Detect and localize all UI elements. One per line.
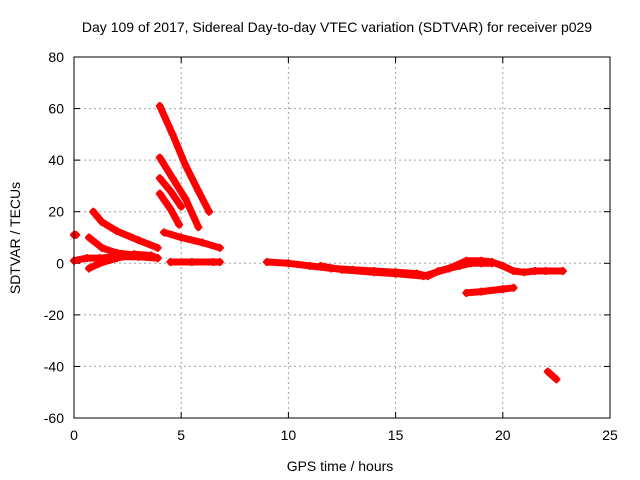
x-tick-label: 15 <box>388 427 404 443</box>
data-point-marker <box>181 161 190 170</box>
series-track-9 <box>155 189 184 229</box>
y-tick-label: -60 <box>44 410 64 426</box>
data-point-marker <box>477 287 486 296</box>
data-marks <box>70 101 567 384</box>
series-track-7 <box>155 153 203 232</box>
data-point-marker <box>177 233 186 242</box>
series-track-line <box>160 228 224 252</box>
data-point-marker <box>166 187 175 196</box>
data-point-marker <box>89 207 98 216</box>
data-point-marker <box>284 259 293 268</box>
data-point-marker <box>155 101 164 110</box>
y-axis-ticks: -60 -40 -20 0 20 40 60 80 <box>44 49 610 426</box>
data-point-marker <box>166 257 175 266</box>
y-tick-label: 40 <box>48 152 64 168</box>
data-point-marker <box>370 268 379 277</box>
x-tick-label: 25 <box>602 427 618 443</box>
plot-frame <box>73 56 611 419</box>
data-point-marker <box>530 267 539 276</box>
data-point-marker <box>194 187 203 196</box>
data-point-marker <box>498 285 507 294</box>
series-track-6 <box>155 101 214 216</box>
series-track-14 <box>462 283 518 297</box>
data-point-marker <box>215 243 224 252</box>
series-track-5 <box>85 233 162 263</box>
y-tick-label: 0 <box>56 255 64 271</box>
data-point-marker <box>112 227 121 236</box>
data-point-marker <box>187 257 196 266</box>
data-point-marker <box>477 256 486 265</box>
data-point-marker <box>134 251 143 260</box>
data-point-marker <box>194 223 203 232</box>
data-point-marker <box>153 243 162 252</box>
data-point-marker <box>155 153 164 162</box>
data-point-marker <box>552 375 561 384</box>
grid-lines <box>74 57 610 418</box>
data-point-marker <box>95 259 104 268</box>
data-point-marker <box>177 202 186 211</box>
data-point-marker <box>205 207 214 216</box>
data-point-marker <box>155 174 164 183</box>
x-tick-label: 10 <box>281 427 297 443</box>
data-point-marker <box>134 236 143 245</box>
series-track-line <box>156 154 202 231</box>
data-point-marker <box>316 261 325 270</box>
x-axis-ticks: 0 5 10 15 20 25 <box>70 57 618 443</box>
y-axis-label: SDTVAR / TECUs <box>7 182 23 294</box>
data-point-marker <box>498 261 507 270</box>
data-point-marker <box>168 130 177 139</box>
data-point-marker <box>72 230 81 239</box>
y-tick-label: 80 <box>48 49 64 65</box>
data-point-marker <box>509 267 518 276</box>
data-point-marker <box>488 257 497 266</box>
x-axis-label: GPS time / hours <box>287 458 394 474</box>
data-point-marker <box>97 218 106 227</box>
data-point-marker <box>82 254 91 263</box>
y-tick-label: -20 <box>44 307 64 323</box>
data-point-marker <box>462 256 471 265</box>
data-point-marker <box>262 257 271 266</box>
series-track-10 <box>160 228 224 252</box>
data-point-marker <box>153 254 162 263</box>
data-point-marker <box>168 174 177 183</box>
data-point-marker <box>85 233 94 242</box>
data-point-marker <box>155 189 164 198</box>
data-point-marker <box>558 267 567 276</box>
x-tick-label: 20 <box>495 427 511 443</box>
chart-title: Day 109 of 2017, Sidereal Day-to-day VTE… <box>82 19 592 35</box>
series-track-15 <box>543 367 561 384</box>
series-track-8 <box>155 174 186 211</box>
series-track-4 <box>89 207 162 252</box>
series-track-13 <box>316 256 567 281</box>
data-point-marker <box>160 228 169 237</box>
data-point-marker <box>112 248 121 257</box>
series-track-line <box>544 368 560 383</box>
y-tick-label: 60 <box>48 101 64 117</box>
data-point-marker <box>391 269 400 278</box>
data-point-marker <box>181 194 190 203</box>
data-point-marker <box>462 288 471 297</box>
data-point-marker <box>338 265 346 274</box>
data-point-marker <box>543 367 552 376</box>
series-track-11 <box>166 257 224 266</box>
data-point-marker <box>305 261 314 270</box>
data-point-marker <box>85 264 94 273</box>
y-tick-label: 20 <box>48 204 64 220</box>
data-point-marker <box>520 268 529 277</box>
data-point-marker <box>97 243 106 252</box>
data-point-marker <box>198 238 207 247</box>
data-point-marker <box>166 205 175 214</box>
data-point-marker <box>215 257 224 266</box>
data-point-marker <box>419 272 428 281</box>
data-point-marker <box>541 267 550 276</box>
x-tick-label: 5 <box>177 427 185 443</box>
data-point-marker <box>445 264 454 273</box>
x-tick-label: 0 <box>70 427 78 443</box>
data-point-marker <box>175 220 184 229</box>
series-track-line <box>462 284 517 297</box>
y-tick-label: -40 <box>44 358 64 374</box>
data-point-marker <box>509 283 518 292</box>
